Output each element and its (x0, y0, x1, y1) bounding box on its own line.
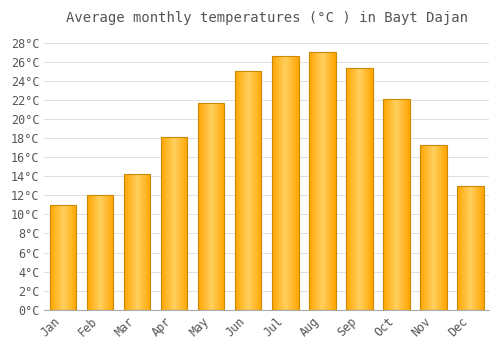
Bar (383, 99, 409, 310)
Bar (50, 205, 76, 310)
Bar (272, 56, 298, 310)
Bar (161, 137, 188, 310)
Bar (309, 52, 336, 310)
Title: Average monthly temperatures (°C ) in Bayt Dajan: Average monthly temperatures (°C ) in Ba… (66, 11, 468, 25)
Bar (198, 103, 224, 310)
Bar (346, 69, 372, 310)
Bar (457, 186, 483, 310)
Bar (420, 145, 446, 310)
Bar (124, 174, 150, 310)
Bar (235, 71, 262, 310)
Bar (86, 195, 114, 310)
